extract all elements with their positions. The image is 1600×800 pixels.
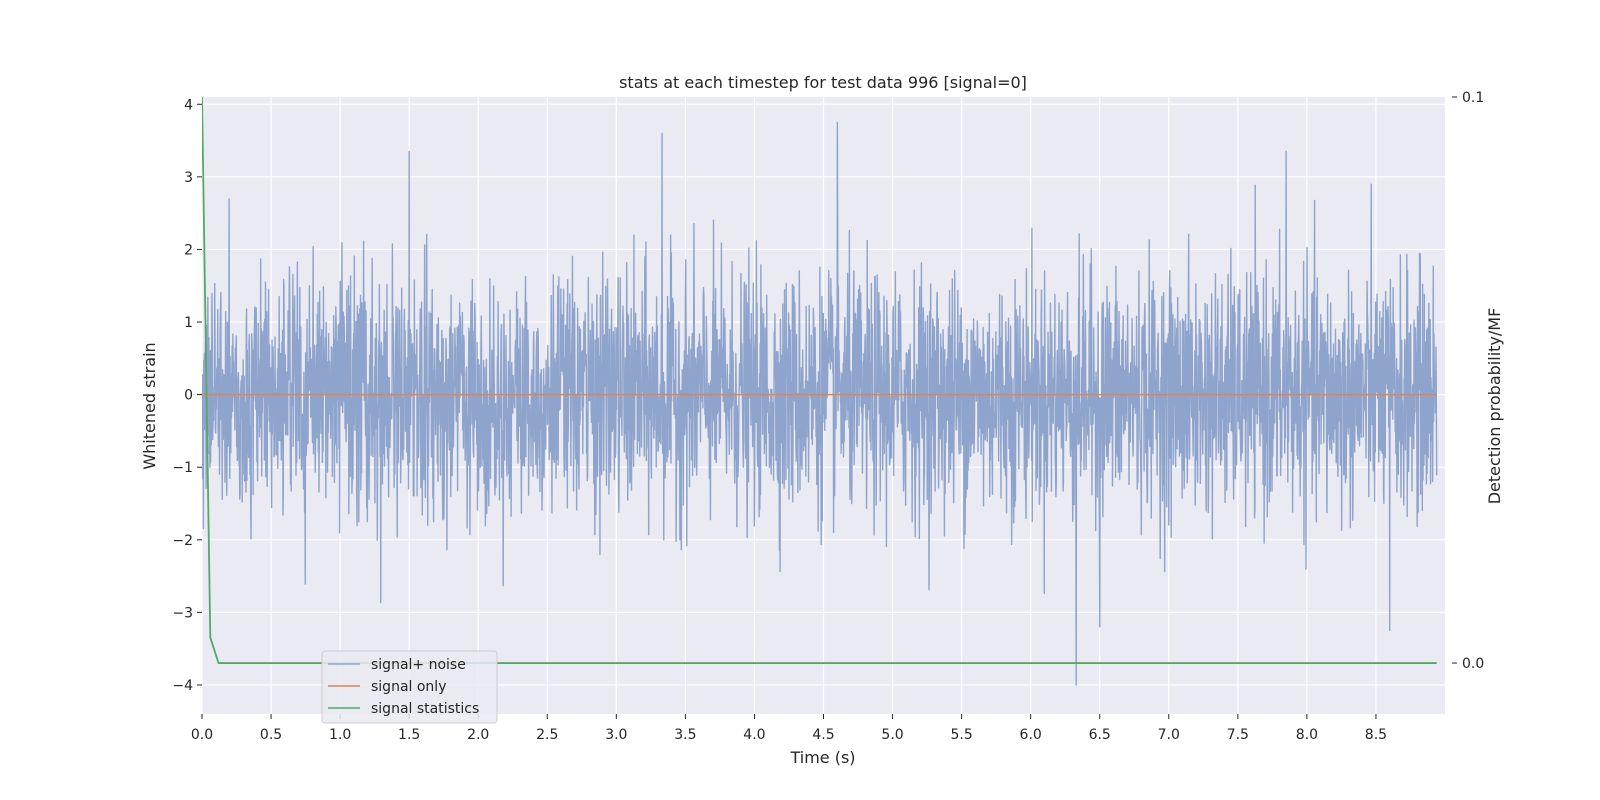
x-tick-label: 6.0 — [1020, 727, 1042, 743]
line-signal-statistics — [202, 97, 1437, 664]
y-tick-label: −3 — [172, 605, 193, 621]
legend-label-signal-statistics: signal statistics — [371, 701, 479, 717]
y-axis-right-ticks: 0.0 0.1 — [1452, 90, 1484, 672]
y-axis-label: Whitened strain — [140, 342, 159, 469]
x-tick-label: 3.5 — [674, 727, 696, 743]
x-tick-label: 1.0 — [329, 727, 351, 743]
line-signal-plus-noise — [202, 121, 1438, 686]
y-right-tick-label: 0.1 — [1462, 90, 1484, 106]
y-axis-right-label: Detection probability/MF — [1485, 308, 1504, 505]
y-tick-label: 2 — [184, 242, 193, 258]
x-tick-label: 0.0 — [191, 727, 213, 743]
x-tick-label: 2.0 — [467, 727, 489, 743]
chart-title: stats at each timestep for test data 996… — [619, 73, 1027, 92]
x-tick-label: 1.5 — [398, 727, 420, 743]
y-tick-label: 1 — [184, 315, 193, 331]
x-tick-label: 2.5 — [536, 727, 558, 743]
y-right-tick-label: 0.0 — [1462, 656, 1484, 672]
x-tick-label: 7.5 — [1227, 727, 1249, 743]
x-tick-label: 7.0 — [1158, 727, 1180, 743]
x-tick-label: 4.5 — [812, 727, 834, 743]
y-tick-label: 0 — [184, 388, 193, 404]
y-tick-label: −1 — [172, 460, 193, 476]
y-tick-label: −4 — [172, 678, 193, 694]
y-tick-label: 3 — [184, 170, 193, 186]
legend-label-signal-only: signal only — [371, 679, 446, 695]
x-axis-ticks: 0.0 0.5 1.0 1.5 2.0 2.5 3.0 3.5 4.0 4.5 5.0 5.5 6.0 6… — [191, 714, 1387, 743]
x-tick-label: 8.0 — [1296, 727, 1318, 743]
y-tick-label: 4 — [184, 97, 193, 113]
x-tick-label: 0.5 — [260, 727, 282, 743]
series-signal-plus-noise — [202, 121, 1438, 686]
x-tick-label: 4.0 — [743, 727, 765, 743]
x-tick-label: 5.0 — [881, 727, 903, 743]
legend-label-signal-plus-noise: signal+ noise — [371, 657, 466, 673]
legend-box — [321, 650, 498, 724]
y-axis-ticks: −4 −3 −2 −1 0 1 2 3 4 — [172, 97, 202, 694]
x-tick-label: 3.0 — [605, 727, 627, 743]
x-tick-label: 8.5 — [1365, 727, 1387, 743]
legend: signal+ noise signal only signal statist… — [321, 650, 498, 724]
x-axis-label: Time (s) — [789, 748, 855, 767]
series-signal-statistics — [202, 97, 1437, 664]
x-tick-label: 6.5 — [1089, 727, 1111, 743]
x-tick-label: 5.5 — [950, 727, 972, 743]
y-tick-label: −2 — [172, 533, 193, 549]
